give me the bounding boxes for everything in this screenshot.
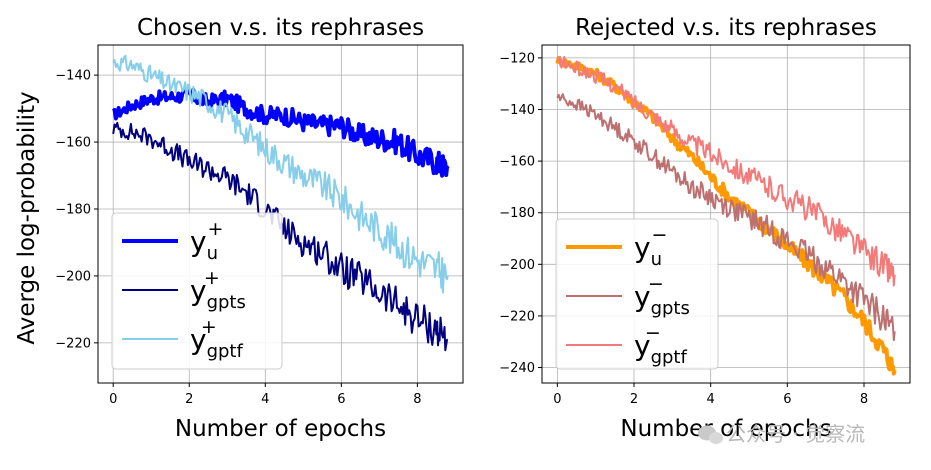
y-tick-label: −140 [55,69,91,84]
legend-label-1: ygpts− [634,273,690,319]
legend: yu+ygpts+ygptf+ [111,212,283,370]
legend-label-2: ygptf− [634,322,687,368]
axes-frame [541,44,911,384]
legend-box [555,218,719,370]
legend-label-1: ygpts+ [190,267,246,313]
legend-box [111,212,283,370]
legend: yu−ygpts−ygptf− [555,218,719,370]
y-tick-label: −220 [55,336,91,351]
series-line-1 [112,121,449,352]
y-tick-label: −200 [499,258,535,273]
y-tick-label: −180 [499,206,535,221]
x-tick-label: 0 [553,392,561,407]
y-tick-label: −140 [499,103,535,118]
watermark: 公众号 · 觉察流 [698,422,865,446]
x-tick-label: 6 [783,392,791,407]
x-tick-label: 8 [413,392,421,407]
y-tick-label: −160 [499,155,535,170]
x-tick-label: 6 [337,392,345,407]
chart-title: Chosen v.s. its rephrases [137,15,424,41]
chart-chosen: 0 2 4 6 8 −140 −160 −180 −200 −220 Chosen v.s. its… [14,15,464,442]
x-tick-label: 0 [109,392,117,407]
x-tick-label: 4 [707,392,715,407]
legend-label-0: yu+ [190,218,223,264]
x-tick-label: 4 [261,392,269,407]
y-tick-label: −160 [55,136,91,151]
legend-label-2: ygptf+ [190,316,243,362]
y-tick-label: −120 [499,51,535,66]
y-tick-label: −220 [499,309,535,324]
watermark-text: 公众号 · 觉察流 [726,422,865,446]
x-tick-label: 2 [630,392,638,407]
series-line-2 [112,54,449,294]
y-axis-label: Averge log-probability [14,91,40,344]
y-tick-label: −240 [499,361,535,376]
x-axis-label: Number of epochs [620,416,831,442]
series-line-2 [556,56,896,287]
y-tick-label: −180 [55,202,91,217]
x-axis-label: Number of epochs [175,416,386,442]
x-tick-label: 2 [185,392,193,407]
legend-label-0: yu− [634,224,667,270]
axes-frame [97,44,464,384]
x-tick-label: 8 [860,392,868,407]
y-tick-label: −200 [55,269,91,284]
chart-rejected: 0 2 4 6 8 −120 −140 −160 −180 −200 −220 −240 Rejecte… [499,15,911,442]
chart-title: Rejected v.s. its rephrases [575,15,877,41]
series-line-0 [111,87,450,178]
wechat-icon [698,425,723,444]
series-line-1 [556,93,896,342]
